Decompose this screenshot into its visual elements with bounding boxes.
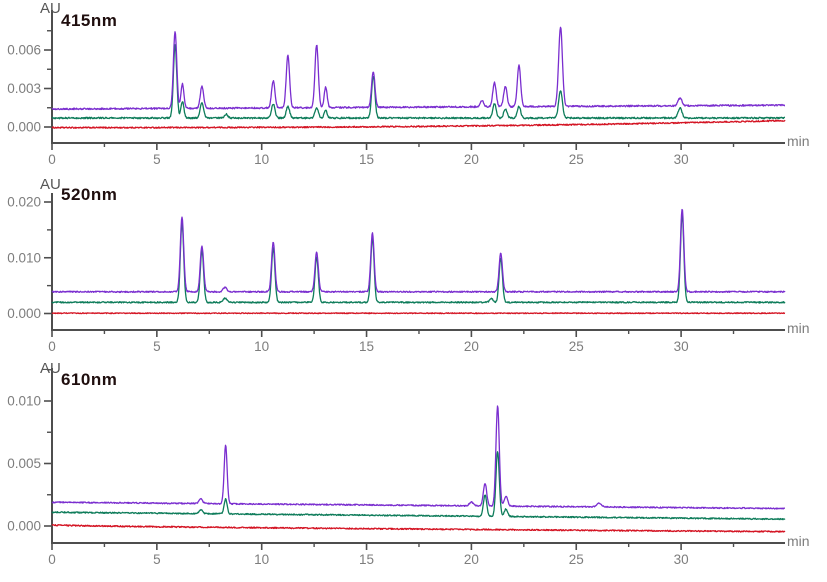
panel-1-title: 415nm	[61, 11, 118, 30]
panel-2-x-tick-label: 5	[153, 339, 161, 354]
panel-1-x-tick-label: 20	[464, 152, 479, 167]
panel-1-trace-purple	[51, 26, 786, 111]
panel-3-x-tick-label: 10	[254, 552, 269, 567]
panel-1-x-tick-label: 30	[674, 152, 689, 167]
panel-3-x-tick-label: 15	[359, 552, 374, 567]
panel-2-x-tick-label: 10	[254, 339, 269, 354]
panel-3-trace-red	[51, 523, 786, 533]
panel-2-trace-purple	[51, 208, 786, 294]
panel-2-x-axis-unit: min	[787, 320, 810, 336]
panel-2-x-tick-label: 15	[359, 339, 374, 354]
panel-3-axes	[51, 368, 785, 544]
panel-1-y-axis-unit: AU	[40, 0, 61, 17]
panel-3-x-tick-label: 0	[48, 552, 56, 567]
panel-2-x-tick-label: 20	[464, 339, 479, 354]
panel-3-y-tick-label: 0.005	[7, 456, 41, 471]
panel-2-y-tick-label: 0.020	[7, 195, 41, 210]
panel-2-y-tick-label: 0.000	[7, 306, 41, 321]
panel-2-y-axis-unit: AU	[40, 176, 61, 193]
panel-2-x-tick-label: 30	[674, 339, 689, 354]
panel-2-title: 520nm	[61, 185, 118, 204]
panel-2-y-tick-label: 0.010	[7, 250, 41, 265]
panel-3-trace-green	[51, 451, 786, 521]
panel-3-trace-purple	[51, 405, 786, 510]
panel-1-x-tick-label: 0	[48, 152, 56, 167]
panel-3-title: 610nm	[61, 370, 118, 389]
panel-1-x-tick-label: 25	[569, 152, 584, 167]
panel-1-y-tick-label: 0.000	[7, 120, 41, 135]
panel-1-x-tick-label: 10	[254, 152, 269, 167]
panel-1-y-tick-label: 0.006	[7, 43, 41, 58]
panel-1-x-axis-unit: min	[787, 133, 810, 149]
panel-2-axes	[51, 193, 785, 331]
panel-2-trace-red	[51, 312, 786, 315]
panel-1-y-tick-label: 0.003	[7, 81, 41, 96]
panel-1-trace-red	[51, 119, 786, 129]
panel-3-y-axis-unit: AU	[40, 360, 61, 377]
panel-3-y-tick-label: 0.000	[7, 519, 41, 534]
panel-1-x-tick-label: 5	[153, 152, 161, 167]
panel-3-x-tick-label: 20	[464, 552, 479, 567]
panel-2-x-tick-label: 25	[569, 339, 584, 354]
panel-2-x-tick-label: 0	[48, 339, 56, 354]
panel-1-x-tick-label: 15	[359, 152, 374, 167]
panel-3-y-tick-label: 0.010	[7, 394, 41, 409]
panel-3-x-axis-unit: min	[787, 533, 810, 549]
panel-3-x-tick-label: 25	[569, 552, 584, 567]
panel-3-x-tick-label: 30	[674, 552, 689, 567]
panel-3-x-tick-label: 5	[153, 552, 161, 567]
panel-2-trace-green	[51, 213, 786, 304]
